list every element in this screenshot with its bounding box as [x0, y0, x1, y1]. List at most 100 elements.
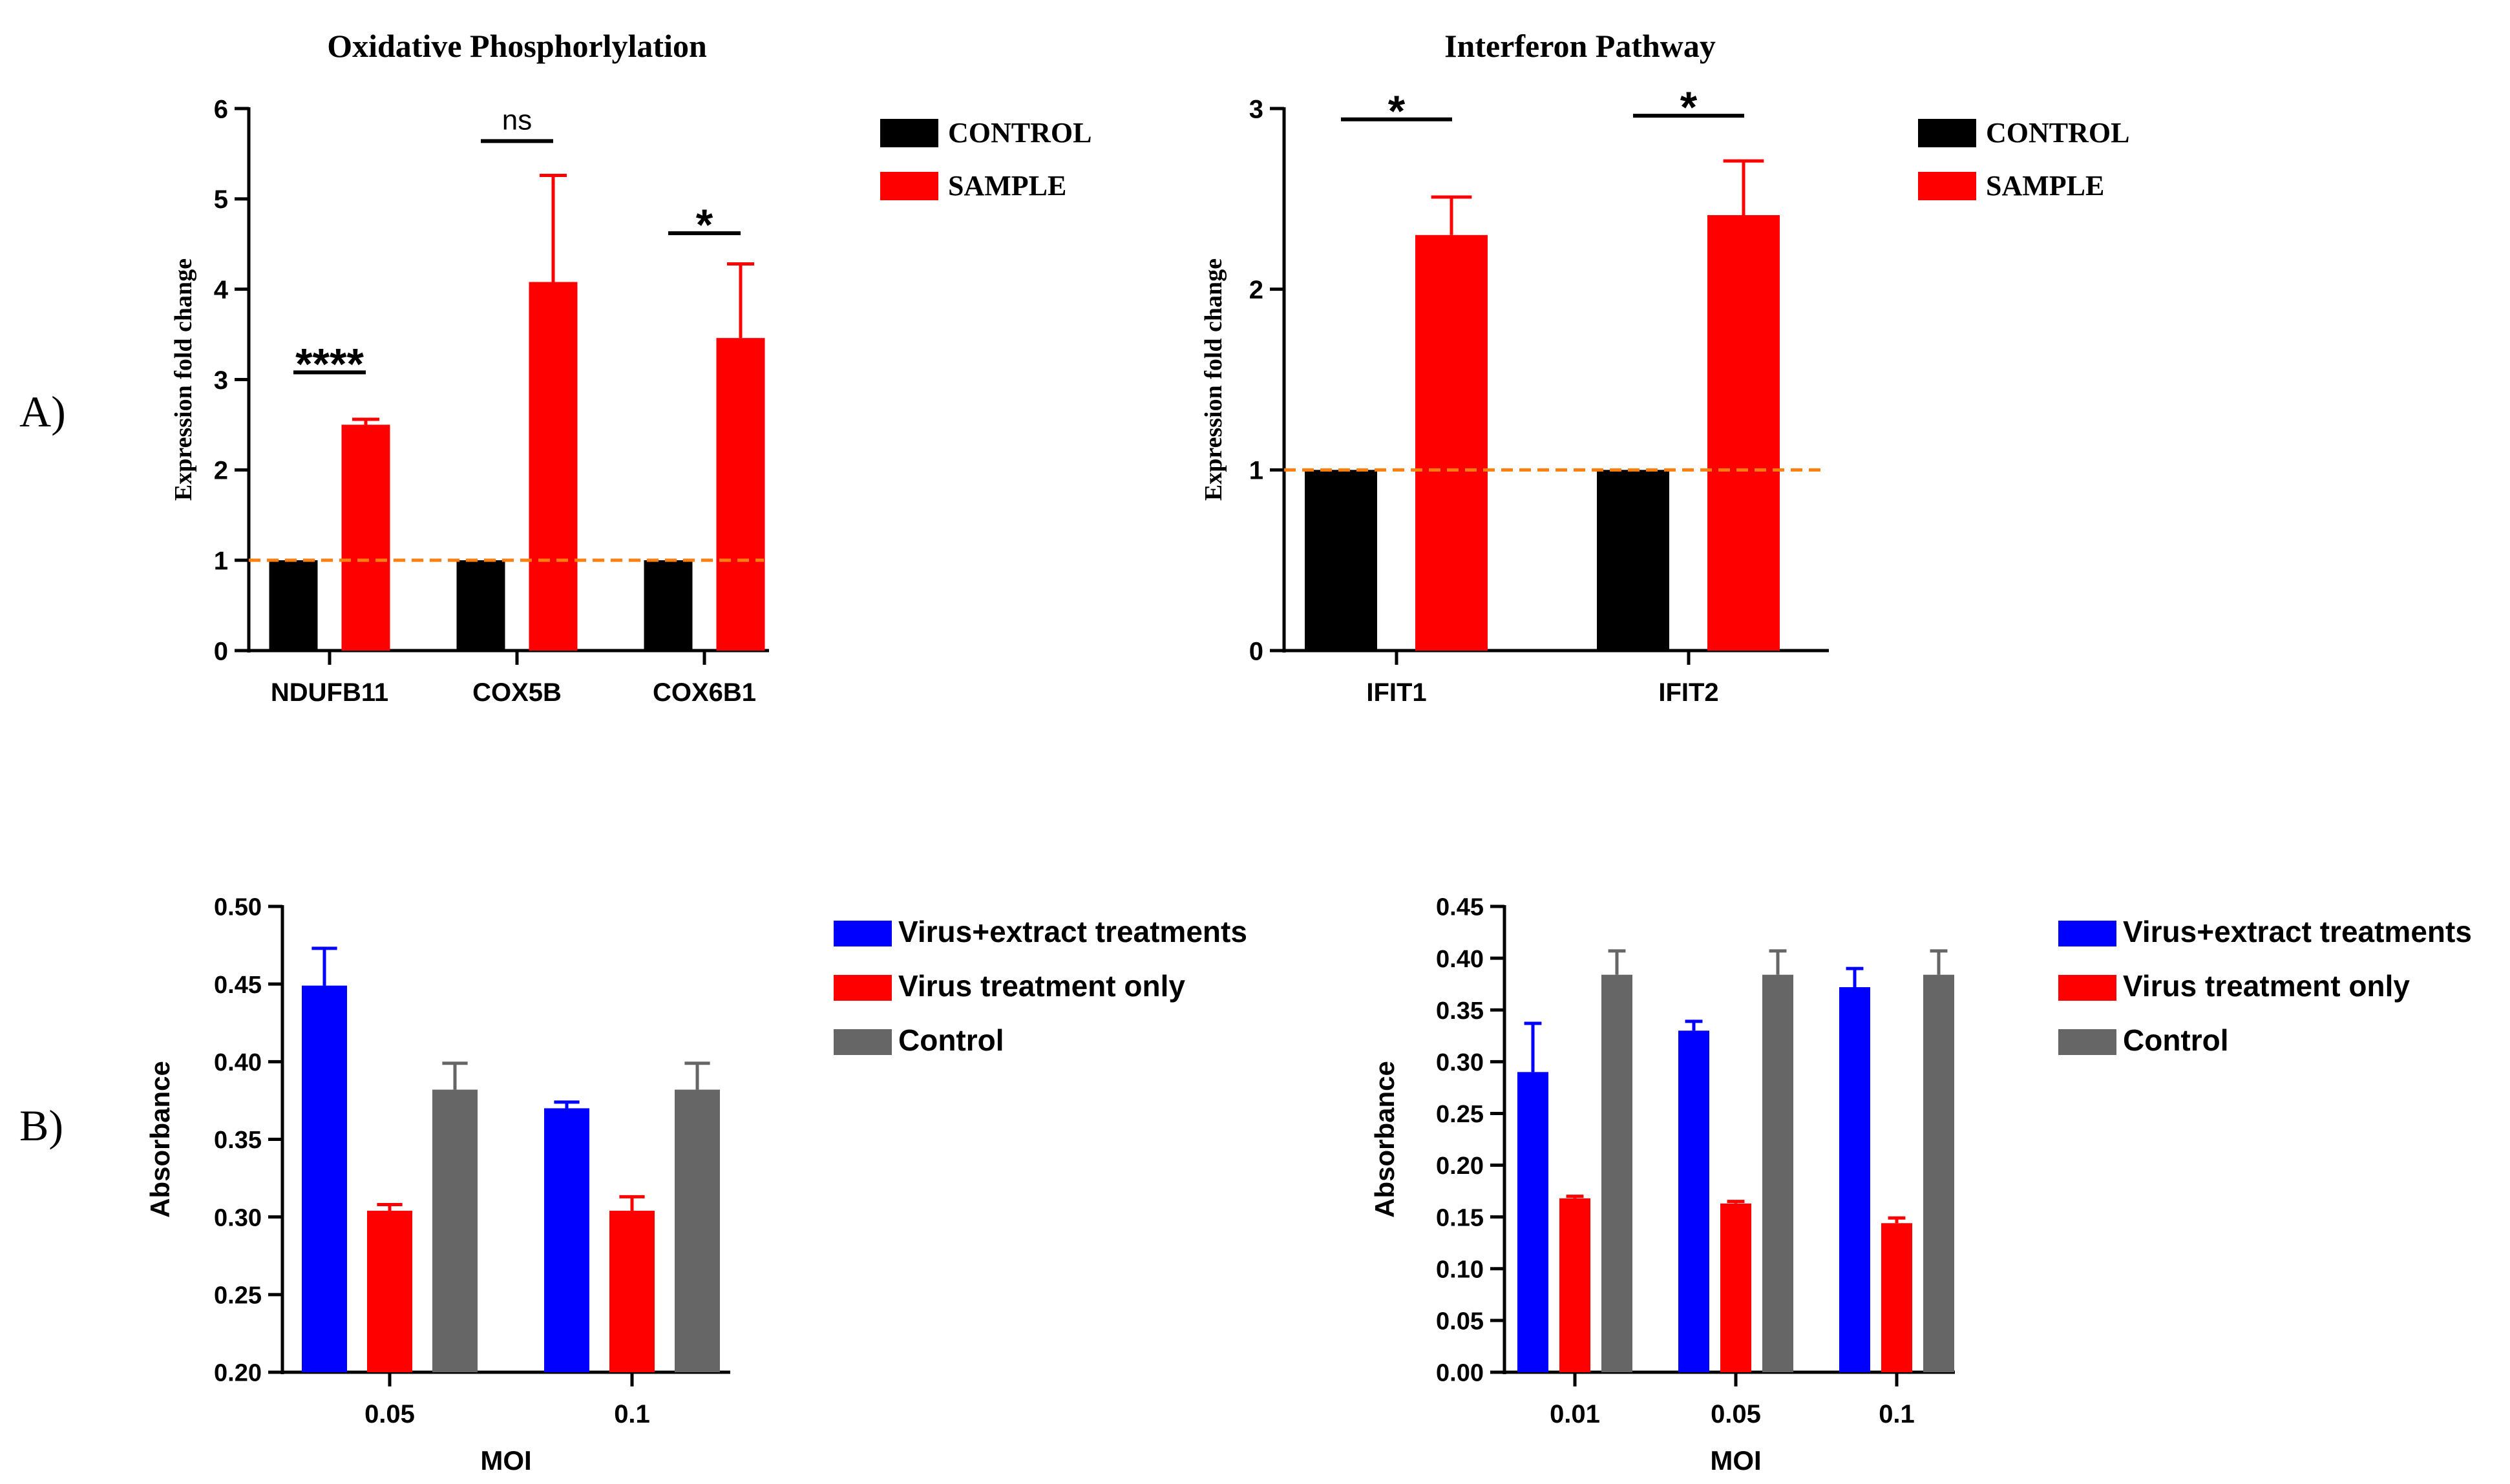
y-tick-label: 6 — [214, 95, 228, 123]
legend-label: Virus treatment only — [2123, 969, 2410, 1003]
bar-control — [1597, 470, 1669, 651]
legend-swatch — [1918, 172, 1976, 200]
y-tick-label: 0.45 — [214, 972, 262, 999]
y-tick-label: 0.25 — [1436, 1101, 1484, 1128]
legend-swatch — [2058, 975, 2116, 1001]
bar-virus-extract-treatments — [1839, 987, 1870, 1372]
y-axis-label: Expression fold change — [170, 258, 197, 501]
bar-sample — [529, 282, 578, 651]
bar-virus-extract-treatments — [1517, 1072, 1548, 1372]
bar-virus-treatment-only — [367, 1211, 412, 1372]
x-tick-label: IFIT1 — [1366, 678, 1426, 707]
legend-label: SAMPLE — [948, 170, 1066, 202]
y-axis-label: Absorbance — [1369, 1061, 1400, 1218]
bar-virus-extract-treatments — [302, 985, 347, 1372]
x-tick-label: NDUFB11 — [271, 678, 388, 707]
bar-sample — [341, 424, 390, 651]
chart-absorbance-moi-2: 0.00 0.05 0.10 0.15 0.20 0.25 0.30 0.35 0.40 0.45… — [1369, 894, 2472, 1476]
x-axis-label: MOI — [480, 1445, 531, 1476]
legend-swatch — [834, 921, 892, 946]
y-tick-label: 1 — [214, 547, 228, 576]
significance-label: * — [1388, 87, 1406, 136]
x-tick-label: 0.1 — [1879, 1400, 1915, 1428]
legend-label: SAMPLE — [1986, 170, 2104, 202]
legend-swatch — [880, 119, 938, 147]
chart-title: Oxidative Phosphorlylation — [327, 28, 707, 64]
x-tick-label: COX5B — [472, 678, 562, 707]
x-tick-label: 0.01 — [1550, 1400, 1600, 1428]
significance-label: ns — [502, 104, 532, 136]
x-tick-label: 0.1 — [614, 1400, 650, 1428]
panel-label-b: B) — [19, 1101, 63, 1150]
y-tick-label: 0.35 — [214, 1127, 262, 1154]
y-tick-label: 0.05 — [1436, 1308, 1484, 1335]
y-tick-label: 2 — [1249, 276, 1263, 304]
y-tick-label: 0.40 — [1436, 946, 1484, 973]
bar-virus-extract-treatments — [1678, 1030, 1709, 1372]
y-axis-label: Expression fold change — [1200, 258, 1227, 501]
bar-sample — [1707, 215, 1780, 651]
y-tick-label: 1 — [1249, 457, 1263, 485]
y-axis-label: Absorbance — [145, 1061, 175, 1218]
chart-absorbance-moi-1: 0.20 0.25 0.30 0.35 0.40 0.45 0.50 Absorbance MO… — [145, 894, 1247, 1476]
y-tick-label: 0.20 — [214, 1360, 262, 1387]
bar-virus-treatment-only — [609, 1211, 655, 1372]
chart-oxidative-phosphorylation: Oxidative Phosphorlylation 0 1 2 3 4 5 6 Express… — [170, 28, 1092, 707]
legend-swatch — [2058, 1029, 2116, 1055]
x-tick-label: COX6B1 — [653, 678, 756, 707]
y-tick-label: 0.45 — [1436, 894, 1484, 921]
y-tick-label: 0.30 — [214, 1204, 262, 1231]
legend-label: Virus+extract treatments — [2123, 915, 2472, 948]
bar-sample — [716, 338, 765, 651]
bar-control — [1762, 974, 1793, 1372]
panel-label-a: A) — [19, 387, 66, 436]
bar-virus-treatment-only — [1720, 1203, 1751, 1372]
legend-label: Control — [898, 1023, 1004, 1057]
bar-control — [1923, 974, 1954, 1372]
bar-sample — [1415, 235, 1488, 651]
y-tick-label: 0.10 — [1436, 1256, 1484, 1283]
y-tick-label: 0.35 — [1436, 998, 1484, 1025]
x-axis-label: MOI — [1710, 1445, 1761, 1476]
y-tick-label: 0.25 — [214, 1282, 262, 1310]
bar-control — [1601, 974, 1632, 1372]
bar-virus-treatment-only — [1881, 1223, 1912, 1372]
bar-control — [432, 1089, 478, 1372]
legend-swatch — [834, 1029, 892, 1055]
x-tick-label: 0.05 — [1711, 1400, 1761, 1428]
significance-label: * — [696, 200, 713, 249]
bar-control — [675, 1089, 720, 1372]
chart-title: Interferon Pathway — [1444, 28, 1716, 64]
significance-label: * — [1680, 83, 1698, 132]
y-tick-label: 4 — [214, 276, 229, 304]
y-tick-label: 0 — [214, 637, 228, 665]
bar-control — [1305, 470, 1377, 651]
legend-label: Control — [2123, 1023, 2229, 1057]
y-tick-label: 3 — [1249, 95, 1263, 123]
legend-swatch — [1918, 119, 1976, 147]
bar-control — [644, 560, 693, 651]
legend-swatch — [880, 172, 938, 200]
x-tick-label: 0.05 — [364, 1400, 415, 1428]
y-tick-label: 2 — [214, 457, 228, 485]
y-tick-label: 0.15 — [1436, 1204, 1484, 1231]
bar-virus-treatment-only — [1559, 1198, 1590, 1372]
legend-label: CONTROL — [1986, 117, 2129, 149]
bar-virus-extract-treatments — [544, 1108, 589, 1372]
x-tick-label: IFIT2 — [1658, 678, 1718, 707]
legend-label: CONTROL — [948, 117, 1092, 149]
y-tick-label: 3 — [214, 366, 228, 395]
y-tick-label: 0 — [1249, 637, 1263, 665]
bar-control — [456, 560, 505, 651]
y-tick-label: 0.00 — [1436, 1360, 1484, 1387]
significance-label: **** — [295, 339, 364, 388]
y-tick-label: 0.40 — [214, 1049, 262, 1076]
chart-interferon-pathway: Interferon Pathway 0 1 2 3 Expression fold ch… — [1200, 28, 2129, 707]
y-tick-label: 0.50 — [214, 894, 262, 921]
legend-label: Virus+extract treatments — [898, 915, 1247, 948]
y-tick-label: 0.30 — [1436, 1049, 1484, 1076]
y-tick-label: 0.20 — [1436, 1153, 1484, 1180]
y-tick-label: 5 — [214, 185, 228, 214]
legend-label: Virus treatment only — [898, 969, 1185, 1003]
